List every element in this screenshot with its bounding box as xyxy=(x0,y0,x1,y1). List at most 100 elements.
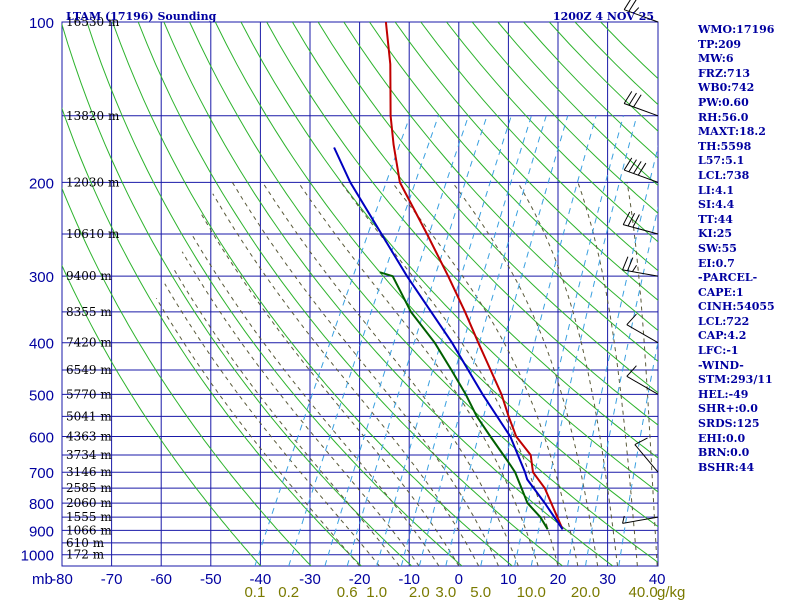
index-line: MAXT:18.2 xyxy=(698,125,766,139)
temperature-tick-label: 20 xyxy=(550,571,567,588)
index-line: CINH:54055 xyxy=(698,300,775,314)
dry-adiabat xyxy=(343,22,658,362)
wind-barb-staff xyxy=(626,324,659,344)
dry-adiabat xyxy=(240,22,658,493)
moist-adiabat xyxy=(164,283,380,566)
height-label: 4363 m xyxy=(66,430,112,444)
height-label: 610 m xyxy=(66,536,105,550)
sounding-profiles xyxy=(333,22,564,530)
dry-adiabat xyxy=(266,22,658,459)
index-line: PW:0.60 xyxy=(698,95,749,109)
dry-adiabat xyxy=(62,107,362,566)
index-line: BRN:0.0 xyxy=(698,446,750,460)
moist-adiabat xyxy=(517,182,618,566)
mixing-ratio-line xyxy=(418,115,547,566)
index-line: CAP:4.2 xyxy=(698,329,747,343)
mixing-ratio-unit: g/kg xyxy=(657,584,685,600)
mixing-ratio-line xyxy=(376,115,512,566)
wind-barb-feather xyxy=(628,0,637,12)
temperature-tick-label: 30 xyxy=(599,571,616,588)
wind-barb xyxy=(622,515,659,524)
mixing-ratio-line xyxy=(288,115,439,566)
temperature-profile xyxy=(384,22,564,530)
wind-barb-feather xyxy=(633,94,642,108)
index-line: BSHR:44 xyxy=(698,460,755,474)
wind-barb-feather xyxy=(622,515,625,524)
temperature-tick-label: -10 xyxy=(398,571,420,588)
wind-barb xyxy=(634,437,659,473)
height-label: 9400 m xyxy=(66,269,112,283)
moist-adiabat xyxy=(626,182,658,566)
index-line: SW:55 xyxy=(698,241,737,255)
wind-barb xyxy=(623,157,659,183)
wind-barb-feather xyxy=(633,161,642,174)
wind-barb-feather xyxy=(627,212,636,227)
index-line: FRZ:713 xyxy=(698,66,751,80)
dry-adiabat xyxy=(317,22,658,394)
wind-barb-feather xyxy=(628,92,637,106)
pressure-tick-label: 400 xyxy=(29,336,54,353)
pressure-tick-label: 100 xyxy=(29,15,54,32)
mixing-ratio-label: 40.0 xyxy=(629,584,658,600)
wind-barb-feather xyxy=(626,313,637,326)
dry-adiabat xyxy=(112,22,513,566)
wind-barb xyxy=(623,0,659,23)
wind-barb-staff xyxy=(624,9,659,23)
temperature-tick-label: 0 xyxy=(455,571,463,588)
mixing-ratio-line xyxy=(400,115,532,566)
height-label: 16530 m xyxy=(66,15,120,29)
temperature-tick-label: -20 xyxy=(349,571,371,588)
index-line: WMO:17196 xyxy=(698,23,775,36)
height-label: 3146 m xyxy=(66,465,112,479)
height-label: 5041 m xyxy=(66,409,112,423)
wind-barb-staff xyxy=(622,269,659,277)
mixing-ratio-label: 10.0 xyxy=(517,584,546,600)
dry-adiabat xyxy=(62,22,413,566)
mixing-ratio-label: 0.1 xyxy=(244,584,265,600)
mixing-ratio-line xyxy=(514,115,624,566)
dry-adiabat xyxy=(86,22,463,566)
mixing-ratio-label: 2.0 xyxy=(409,584,430,600)
mixing-ratio-line xyxy=(480,115,597,566)
pressure-tick-label: 600 xyxy=(29,430,54,447)
moist-adiabat xyxy=(297,182,539,566)
dry-adiabat xyxy=(420,22,658,272)
wind-barb xyxy=(622,211,659,235)
moist-adiabat xyxy=(181,251,420,566)
chart-title: LTAM (17196) Sounding xyxy=(66,10,217,23)
mixing-ratio-line xyxy=(618,339,658,566)
y-axis-unit: mb xyxy=(32,571,53,588)
index-line: MW:6 xyxy=(698,52,734,66)
index-line: TT:44 xyxy=(698,212,733,226)
dry-adiabat xyxy=(446,22,658,243)
wind-barb-feather xyxy=(631,265,637,272)
height-label: 2060 m xyxy=(66,496,112,510)
wind-barb-feather xyxy=(623,91,633,104)
mixing-ratio-line xyxy=(530,115,638,566)
dry-adiabat xyxy=(214,22,658,528)
height-label: 2585 m xyxy=(66,481,112,495)
pressure-tick-label: 800 xyxy=(29,496,54,513)
wind-barb-feather xyxy=(632,214,640,228)
temperature-tick-label: 40 xyxy=(649,571,666,588)
pressure-tick-label: 300 xyxy=(29,269,54,286)
height-label: 8355 m xyxy=(66,305,112,319)
temperature-tick-label: -40 xyxy=(250,571,272,588)
isobar-grid xyxy=(61,21,659,567)
index-line: -WIND- xyxy=(698,358,744,372)
index-line: LFC:-1 xyxy=(698,344,739,358)
index-line: RH:56.0 xyxy=(698,110,749,124)
wind-barb-feather xyxy=(622,211,631,225)
pressure-tick-label: 700 xyxy=(29,465,54,482)
temperature-tick-label: -30 xyxy=(299,571,321,588)
height-label: 1066 m xyxy=(66,523,112,537)
mixing-ratio-label: 0.6 xyxy=(337,584,358,600)
height-label: 10610 m xyxy=(66,227,120,241)
mixing-ratio-label: 0.2 xyxy=(278,584,299,600)
mixing-ratio-label: 3.0 xyxy=(435,584,456,600)
wind-barb-staff xyxy=(623,224,659,235)
index-line: STM:293/11 xyxy=(698,373,773,387)
pressure-tick-label: 1000 xyxy=(21,548,54,565)
moist-adiabat xyxy=(155,297,360,566)
mixing-ratio-line xyxy=(324,115,469,566)
